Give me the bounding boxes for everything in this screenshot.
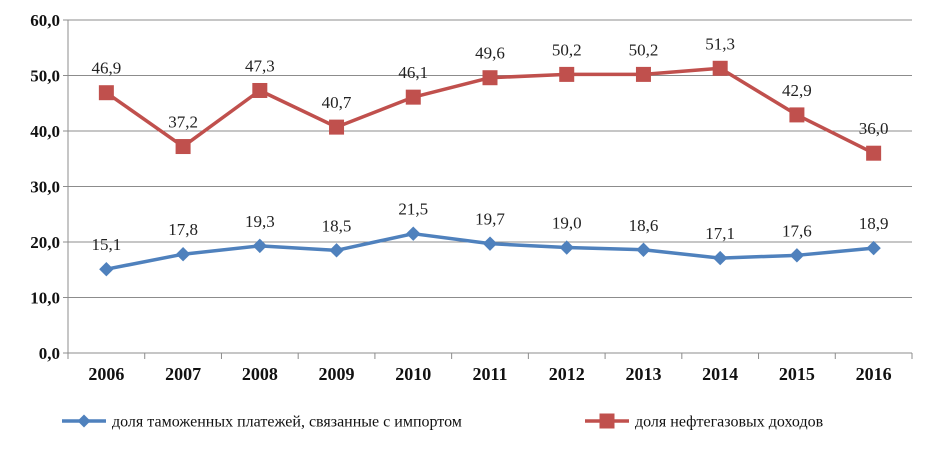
data-label: 50,2 xyxy=(629,40,659,59)
data-label: 46,1 xyxy=(398,63,428,82)
data-point-diamond xyxy=(789,248,805,263)
y-tick-label: 40,0 xyxy=(30,122,60,141)
legend-label: доля таможенных платежей, связанные с им… xyxy=(112,414,462,431)
data-label: 49,6 xyxy=(475,44,505,63)
y-tick-label: 20,0 xyxy=(30,233,60,252)
data-point-diamond xyxy=(406,226,421,241)
x-tick-label: 2016 xyxy=(856,364,892,384)
data-point-square xyxy=(866,145,882,161)
data-label: 36,0 xyxy=(859,119,889,138)
data-label: 19,0 xyxy=(552,214,582,233)
y-tick-label: 50,0 xyxy=(30,67,60,86)
data-point-square xyxy=(635,66,651,82)
data-label: 40,7 xyxy=(322,93,352,112)
x-tick-label: 2006 xyxy=(88,364,124,384)
legend-item-2: доля нефтегазовых доходов xyxy=(585,413,824,431)
series-group: 15,1 17,8 19,3 18,5 21,5 19,7 19,0 18,6 17,1 17,6… xyxy=(91,34,889,277)
data-label: 51,3 xyxy=(705,34,735,53)
y-tick-label: 60,0 xyxy=(30,11,60,30)
data-label: 50,2 xyxy=(552,40,582,59)
x-tick-label: 2010 xyxy=(395,364,431,384)
data-label: 17,8 xyxy=(168,220,198,239)
data-point-square xyxy=(482,70,498,86)
legend: доля таможенных платежей, связанные с им… xyxy=(62,413,824,431)
data-label: 21,5 xyxy=(398,200,428,219)
data-label: 15,1 xyxy=(91,235,121,254)
data-point-diamond xyxy=(329,243,344,258)
data-point-square xyxy=(712,60,728,76)
x-tick-label: 2011 xyxy=(472,364,507,384)
data-point-diamond xyxy=(175,247,191,262)
data-point-diamond xyxy=(99,261,114,277)
x-tick-label: 2015 xyxy=(779,364,815,384)
data-point-square xyxy=(252,82,268,98)
data-point-diamond xyxy=(712,250,728,266)
data-point-square xyxy=(175,139,191,155)
y-tick-label: 0,0 xyxy=(39,344,60,363)
data-point-square xyxy=(329,119,345,135)
data-label: 37,2 xyxy=(168,113,198,132)
data-point-square xyxy=(405,89,421,105)
legend-item-1: доля таможенных платежей, связанные с им… xyxy=(62,414,462,431)
legend-label: доля нефтегазовых доходов xyxy=(635,414,824,431)
data-point-diamond xyxy=(252,238,268,254)
series-1: 15,1 17,8 19,3 18,5 21,5 19,7 19,0 18,6 17,1 17,6… xyxy=(91,200,889,277)
x-tick-label: 2009 xyxy=(319,364,355,384)
data-label: 18,5 xyxy=(322,216,352,235)
x-tick-label: 2007 xyxy=(165,364,201,384)
data-label: 18,9 xyxy=(859,214,889,233)
legend-marker-diamond xyxy=(77,414,91,428)
legend-marker-square xyxy=(599,413,615,429)
y-tick-label: 30,0 xyxy=(30,178,60,197)
axes: 0,0 10,0 20,0 30,0 40,0 50,0 60,0 2006 2007 2008 2… xyxy=(30,11,913,384)
data-point-diamond xyxy=(636,242,651,257)
data-label: 47,3 xyxy=(245,56,275,75)
x-tick-label: 2012 xyxy=(549,364,585,384)
y-tick-label: 10,0 xyxy=(30,289,60,308)
data-point-diamond xyxy=(482,236,498,251)
x-tick-label: 2013 xyxy=(625,364,661,384)
data-label: 18,6 xyxy=(629,216,659,235)
data-point-square xyxy=(98,85,114,101)
x-tick-label: 2008 xyxy=(242,364,278,384)
data-point-square xyxy=(789,107,805,123)
data-label: 17,6 xyxy=(782,221,812,240)
x-tick-label: 2014 xyxy=(702,364,738,384)
data-label: 46,9 xyxy=(91,59,121,78)
data-label: 42,9 xyxy=(782,81,812,100)
data-point-diamond xyxy=(866,240,881,256)
data-point-square xyxy=(559,66,575,82)
series-2: 46,9 37,2 47,3 40,7 46,1 49,6 50,2 50,2 51,3 42,9… xyxy=(91,34,889,161)
data-label: 19,7 xyxy=(475,210,505,229)
data-label: 17,1 xyxy=(705,224,735,243)
data-label: 19,3 xyxy=(245,212,275,231)
data-point-diamond xyxy=(559,240,574,255)
